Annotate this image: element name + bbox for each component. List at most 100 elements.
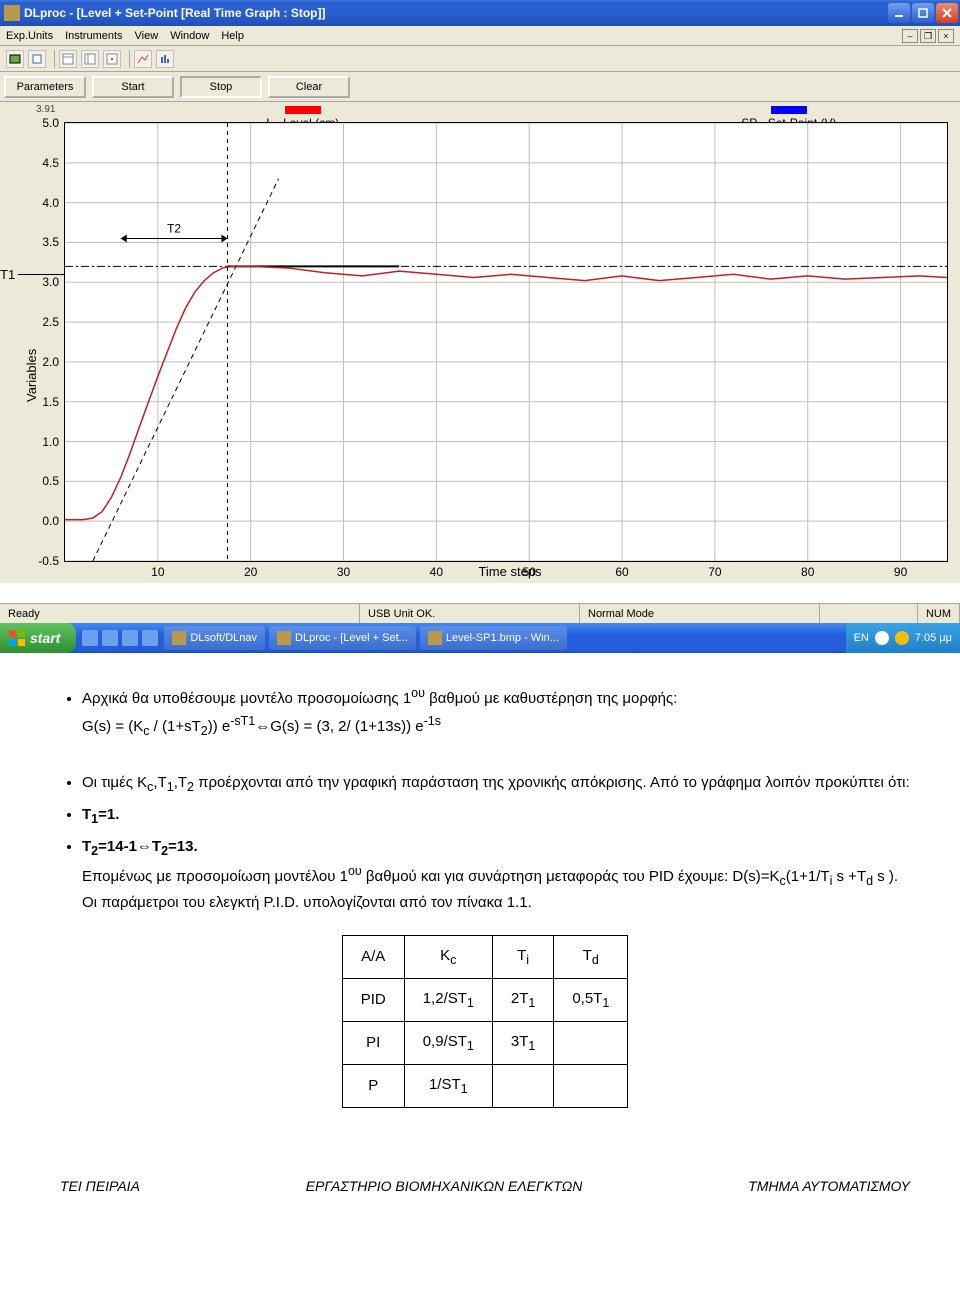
task-icon xyxy=(277,631,291,645)
status-bar: Ready USB Unit OK. Normal Mode NUM xyxy=(0,603,960,623)
taskbar-task[interactable]: Level-SP1.bmp - Win... xyxy=(420,626,567,650)
toolbar-icon-2[interactable] xyxy=(28,50,46,68)
table-header-row: A/A Kc Ti Td xyxy=(342,936,628,979)
x-tick-label: 70 xyxy=(708,565,721,579)
x-tick-label: 20 xyxy=(244,565,257,579)
y-tick-label: 0.5 xyxy=(42,474,59,488)
x-tick-label: 90 xyxy=(894,565,907,579)
window-controls xyxy=(888,3,958,23)
table-row: PID 1,2/ST1 2T1 0,5T1 xyxy=(342,979,628,1022)
cursor-readout: 3.91 xyxy=(36,104,55,115)
table-row: PI 0,9/ST1 3T1 xyxy=(342,1022,628,1065)
task-label: Level-SP1.bmp - Win... xyxy=(446,632,559,644)
toolbar-icon-1[interactable] xyxy=(6,50,24,68)
status-num: NUM xyxy=(918,604,960,623)
chart-area: 3.91 T1 L - Level (cm) SP - Set-Point (V… xyxy=(0,102,960,583)
y-tick-label: 2.5 xyxy=(42,315,59,329)
document-body: Αρχικά θα υποθέσουμε μοντέλο προσομοίωση… xyxy=(0,653,960,1168)
footer-right: ΤΜΗΜΑ ΑΥΤΟΜΑΤΙΣΜΟΥ xyxy=(748,1178,910,1194)
doc-para: Οι παράμετροι του ελεγκτή P.I.D. υπολογί… xyxy=(82,894,532,911)
x-tick-label: 60 xyxy=(615,565,628,579)
table-cell: 2T1 xyxy=(492,979,553,1022)
clear-button[interactable]: Clear xyxy=(268,76,350,98)
taskbar-task[interactable]: DLsoft/DLnav xyxy=(164,626,265,650)
tray-icon[interactable] xyxy=(875,631,889,645)
table-row: P 1/ST1 xyxy=(342,1065,628,1108)
x-axis-label: Time steps xyxy=(64,564,956,579)
task-label: DLsoft/DLnav xyxy=(190,632,257,644)
button-toolbar: Parameters Start Stop Clear xyxy=(0,72,960,102)
tray-clock: 7:05 μμ xyxy=(915,632,952,644)
mdi-close[interactable]: × xyxy=(938,29,954,43)
taskbar-task[interactable]: DLproc - [Level + Set... xyxy=(269,626,416,650)
tray-icon[interactable] xyxy=(895,631,909,645)
quick-launch-icon[interactable] xyxy=(122,630,138,646)
status-ready: Ready xyxy=(0,604,360,623)
y-tick-label: 3.0 xyxy=(42,275,59,289)
table-cell: 3T1 xyxy=(492,1022,553,1065)
menu-help[interactable]: Help xyxy=(221,30,244,42)
y-tick-label: -0.5 xyxy=(38,554,59,568)
table-cell: 1/ST1 xyxy=(404,1065,492,1108)
icon-toolbar xyxy=(0,46,960,72)
menu-expunits[interactable]: Exp.Units xyxy=(6,30,53,42)
y-tick-label: 4.5 xyxy=(42,156,59,170)
mdi-minimize[interactable]: – xyxy=(902,29,918,43)
y-axis-label: Variables xyxy=(24,349,39,402)
status-usb: USB Unit OK. xyxy=(360,604,580,623)
window-title: DLproc - [Level + Set-Point [Real Time G… xyxy=(24,6,888,20)
toolbar-icon-4[interactable] xyxy=(81,50,99,68)
toolbar-icon-3[interactable] xyxy=(59,50,77,68)
maximize-button[interactable] xyxy=(912,3,934,23)
table-cell: PI xyxy=(342,1022,404,1065)
y-tick-label: 4.0 xyxy=(42,196,59,210)
taskbar: start DLsoft/DLnav DLproc - [Level + Set… xyxy=(0,623,960,653)
quick-launch-icon[interactable] xyxy=(102,630,118,646)
doc-para: Επομένως με προσομοίωση μοντέλου 1ου βαθ… xyxy=(82,868,898,885)
table-cell: 0,9/ST1 xyxy=(404,1022,492,1065)
doc-bullet: Οι τιμές Kc,T1,T2 προέρχονται από την γρ… xyxy=(82,771,910,797)
close-button[interactable] xyxy=(936,3,958,23)
menu-window[interactable]: Window xyxy=(170,30,209,42)
app-icon xyxy=(4,5,20,21)
app-window: DLproc - [Level + Set-Point [Real Time G… xyxy=(0,0,960,653)
table-cell: 1,2/ST1 xyxy=(404,979,492,1022)
table-cell: PID xyxy=(342,979,404,1022)
footer-left: ΤΕΙ ΠΕΙΡΑΙΑ xyxy=(60,1178,140,1194)
toolbar-icon-7[interactable] xyxy=(156,50,174,68)
task-icon xyxy=(428,631,442,645)
legend-swatch-L xyxy=(285,106,321,114)
x-tick-label: 40 xyxy=(430,565,443,579)
quick-launch-icon[interactable] xyxy=(82,630,98,646)
menu-bar: Exp.Units Instruments View Window Help –… xyxy=(0,26,960,46)
y-tick-label: 2.0 xyxy=(42,355,59,369)
doc-equation: G(s) = (Kc / (1+sT2)) e-sT1⇔G(s) = (3, 2… xyxy=(82,718,441,735)
title-bar: DLproc - [Level + Set-Point [Real Time G… xyxy=(0,0,960,26)
legend-swatch-SP xyxy=(771,106,807,114)
quick-launch-icon[interactable] xyxy=(142,630,158,646)
quick-launch xyxy=(82,630,158,646)
menu-instruments[interactable]: Instruments xyxy=(65,30,122,42)
start-menu-button[interactable]: start xyxy=(0,623,76,653)
y-tick-label: 5.0 xyxy=(42,116,59,130)
status-mode: Normal Mode xyxy=(580,604,820,623)
plot-canvas: T2 -0.50.00.51.01.52.02.53.03.54.04.55.0… xyxy=(64,122,948,562)
tray-lang[interactable]: EN xyxy=(854,632,869,644)
x-tick-label: 10 xyxy=(151,565,164,579)
mdi-restore[interactable]: ❐ xyxy=(920,29,936,43)
stop-button[interactable]: Stop xyxy=(180,76,262,98)
page-footer: ΤΕΙ ΠΕΙΡΑΙΑ ΕΡΓΑΣΤΗΡΙΟ ΒΙΟΜΗΧΑΝΙΚΩΝ ΕΛΕΓ… xyxy=(0,1168,960,1214)
windows-logo-icon xyxy=(8,629,26,647)
toolbar-icon-6[interactable] xyxy=(134,50,152,68)
table-header: Ti xyxy=(492,936,553,979)
y-tick-label: 3.5 xyxy=(42,235,59,249)
parameters-button[interactable]: Parameters xyxy=(4,76,86,98)
y-tick-label: 0.0 xyxy=(42,514,59,528)
doc-bullet: T1=1. xyxy=(82,803,910,829)
menu-view[interactable]: View xyxy=(135,30,159,42)
doc-bullet: Αρχικά θα υποθέσουμε μοντέλο προσομοίωση… xyxy=(82,683,910,741)
start-button[interactable]: Start xyxy=(92,76,174,98)
toolbar-icon-5[interactable] xyxy=(103,50,121,68)
task-label: DLproc - [Level + Set... xyxy=(295,632,408,644)
minimize-button[interactable] xyxy=(888,3,910,23)
